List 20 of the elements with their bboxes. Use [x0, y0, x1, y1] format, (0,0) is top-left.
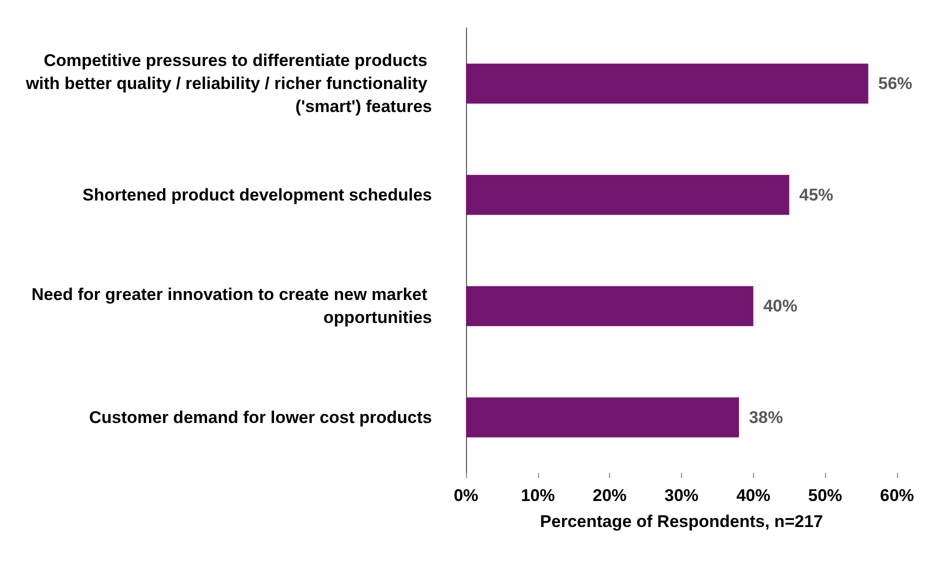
x-tick-label: 20% [592, 486, 627, 505]
x-tick-label: 60% [880, 486, 914, 505]
data-label: 38% [748, 408, 783, 427]
data-label: 56% [878, 74, 912, 94]
y-tick-label: Customer demand for lower cost products [89, 408, 432, 427]
y-tick-label: Need for greater innovation to create new market opportunities [31, 285, 432, 328]
data-label: 40% [763, 296, 798, 316]
x-tick-label: 10% [520, 486, 555, 505]
x-tick-label: 30% [664, 486, 699, 505]
x-tick-label: 50% [808, 486, 842, 505]
y-tick-label: Shortened product development schedules [82, 185, 432, 204]
y-tick-label: Competitive pressures to differentiate products with better quality / reliability / richer functionality ('smart') features [24, 51, 432, 116]
x-tick-label: 0% [454, 486, 478, 505]
bar [466, 286, 754, 326]
data-label: 45% [799, 185, 834, 204]
bar [466, 174, 790, 215]
bar [466, 397, 739, 438]
x-axis-title: Percentage of Respondents, n=217 [540, 512, 823, 531]
bar [466, 64, 868, 104]
x-tick-label: 40% [736, 486, 770, 505]
